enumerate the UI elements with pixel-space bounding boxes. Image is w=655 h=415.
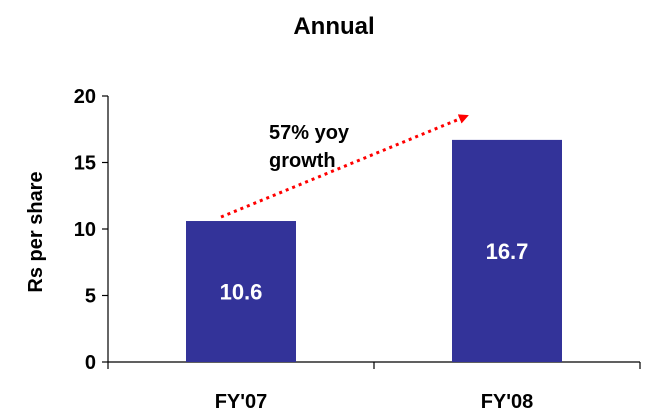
growth-annotation: 57% yoy growth — [269, 122, 355, 172]
growth-annotation-line-2: growth — [269, 150, 336, 172]
y-tick-label: 10 — [74, 219, 96, 241]
data-label: 10.6 — [220, 280, 263, 305]
x-tick-label: FY'08 — [481, 391, 534, 413]
y-tick-label: 20 — [74, 86, 96, 108]
chart-title: Annual — [293, 13, 374, 40]
growth-annotation-line-1: 57% yoy — [269, 122, 350, 144]
x-ticks: FY'07 FY'08 — [215, 391, 534, 413]
growth-arrow — [220, 114, 469, 219]
y-tick-label: 0 — [85, 352, 96, 374]
y-tick-label: 15 — [74, 153, 96, 175]
y-axis-label: Rs per share — [25, 171, 47, 292]
bar — [452, 139, 562, 362]
data-labels: 10.6 16.7 — [220, 239, 529, 305]
y-ticks: 0 5 10 15 20 — [74, 86, 108, 374]
bar — [186, 221, 296, 362]
x-tick-label: FY'07 — [215, 391, 268, 413]
y-tick-label: 5 — [85, 286, 96, 308]
bars — [186, 139, 562, 362]
data-label: 16.7 — [486, 239, 529, 264]
